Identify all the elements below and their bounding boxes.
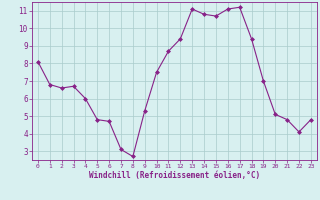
X-axis label: Windchill (Refroidissement éolien,°C): Windchill (Refroidissement éolien,°C) [89,171,260,180]
